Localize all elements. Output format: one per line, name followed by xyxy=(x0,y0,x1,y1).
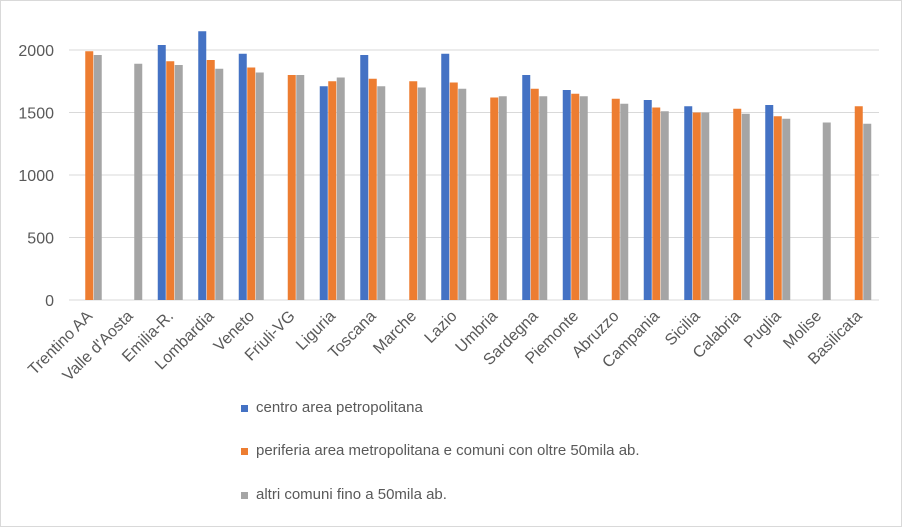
bar-calabria-series-3 xyxy=(741,113,750,300)
bar-piemonte-series-1 xyxy=(562,90,571,300)
bar-lombardia-series-3 xyxy=(215,68,224,300)
bar-lazio-series-3 xyxy=(458,88,467,300)
bar-calabria-series-2 xyxy=(733,108,742,300)
bar-veneto-series-2 xyxy=(247,67,256,300)
bar-basilicata-series-2 xyxy=(854,106,863,300)
bar-valle-d-aosta-series-3 xyxy=(134,63,143,300)
bar-lombardia-series-1 xyxy=(198,31,207,300)
bar-liguria-series-3 xyxy=(336,77,345,300)
bar-umbria-series-3 xyxy=(498,96,507,300)
bar-sicilia-series-3 xyxy=(701,112,710,300)
bar-sicilia-series-2 xyxy=(692,112,701,300)
legend-label-periferia: periferia area metropolitana e comuni co… xyxy=(256,442,640,459)
bar-friuli-vg-series-2 xyxy=(287,75,296,300)
bar-campania-series-1 xyxy=(643,100,652,300)
bar-campania-series-3 xyxy=(660,111,669,300)
bar-abruzzo-series-3 xyxy=(620,103,629,300)
x-tick-label: Puglia xyxy=(741,308,785,352)
legend-label-centro: centro area petropolitana xyxy=(256,399,423,416)
bar-puglia-series-3 xyxy=(782,118,791,300)
bar-veneto-series-1 xyxy=(238,53,247,300)
bar-puglia-series-2 xyxy=(773,116,782,300)
bar-toscana-series-3 xyxy=(377,86,386,300)
bar-basilicata-series-3 xyxy=(863,123,872,300)
bar-puglia-series-1 xyxy=(765,105,774,300)
bar-sardegna-series-1 xyxy=(522,75,531,300)
legend-swatch-centro xyxy=(241,405,248,412)
legend-swatch-altri xyxy=(241,492,248,499)
bar-sardegna-series-3 xyxy=(539,96,548,300)
y-tick-label: 1500 xyxy=(18,106,54,123)
bar-trentino-aa-series-2 xyxy=(85,51,94,300)
bar-liguria-series-2 xyxy=(328,81,337,300)
y-tick-label: 1000 xyxy=(18,168,54,185)
bar-friuli-vg-series-3 xyxy=(296,75,305,300)
legend-swatch-periferia xyxy=(241,448,248,455)
bar-emilia-r--series-1 xyxy=(157,45,166,300)
bars xyxy=(85,31,872,300)
bar-piemonte-series-3 xyxy=(579,96,588,300)
bar-lazio-series-1 xyxy=(441,53,450,300)
gridlines xyxy=(69,49,879,301)
bar-emilia-r--series-3 xyxy=(174,65,183,300)
y-axis-tick-labels: 0 500 1000 1500 2000 xyxy=(18,43,54,310)
y-tick-label: 500 xyxy=(27,231,54,248)
bar-molise-series-3 xyxy=(822,122,831,300)
bar-veneto-series-3 xyxy=(255,72,264,300)
bar-liguria-series-1 xyxy=(319,86,328,300)
x-tick-label: Marche xyxy=(370,308,420,358)
bar-umbria-series-2 xyxy=(490,97,499,300)
bar-sicilia-series-1 xyxy=(684,106,693,300)
bar-campania-series-2 xyxy=(652,107,661,300)
bar-lombardia-series-2 xyxy=(206,60,215,300)
bar-marche-series-2 xyxy=(409,81,418,300)
bar-emilia-r--series-2 xyxy=(166,61,175,300)
bar-toscana-series-2 xyxy=(368,78,377,300)
bar-abruzzo-series-2 xyxy=(611,98,620,300)
bar-lazio-series-2 xyxy=(449,82,458,300)
bar-trentino-aa-series-3 xyxy=(93,55,102,300)
bar-toscana-series-1 xyxy=(360,55,369,300)
bar-piemonte-series-2 xyxy=(571,93,580,300)
y-tick-label: 2000 xyxy=(18,43,54,60)
y-tick-label: 0 xyxy=(45,293,54,310)
legend-label-altri: altri comuni fino a 50mila ab. xyxy=(256,486,447,503)
bar-sardegna-series-2 xyxy=(530,88,539,300)
bar-marche-series-3 xyxy=(417,87,426,300)
